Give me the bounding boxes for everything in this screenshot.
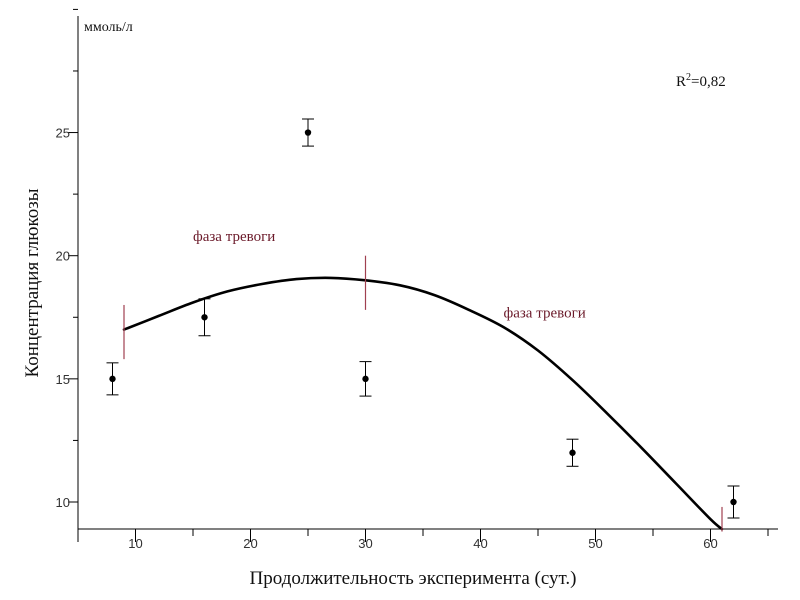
x-tick-label: 30 [358,536,372,551]
data-point [730,498,737,506]
data-point [362,375,369,383]
axis-ticks: 10 20 30 40 50 60 10 15 20 25 [56,8,769,551]
annotations: фаза тревоги фаза тревоги R2=0,82 [193,72,726,322]
phase-markers [123,255,723,532]
x-tick-label: 10 [128,536,142,551]
y-tick-label: 10 [56,495,70,510]
x-axis-title: Продолжительность эксперимента (сут.) [250,568,577,589]
x-tick-label: 50 [588,536,602,551]
y-tick-label: 25 [56,126,70,141]
data-point [109,375,116,383]
data-point [304,129,312,136]
data-point [569,449,576,456]
trend-curve [122,276,724,531]
data-points [106,118,740,519]
data-point-group [302,118,314,147]
phase-annotation: фаза тревоги [193,229,275,245]
r-squared-label: R2=0,82 [676,72,726,90]
data-point-group [727,485,740,519]
trend-curve-group [122,276,724,531]
data-point-group [198,298,211,337]
axes [77,16,778,542]
data-point-group [359,361,372,397]
chart-text: ммоль/л Продолжительность эксперимента (… [22,20,576,589]
x-tick-label: 60 [703,536,717,551]
phase-annotation: фаза тревоги [504,305,586,321]
data-point-group [566,438,579,467]
y-axis-title: Концентрация глюкозы [22,188,43,377]
data-point-group [106,362,119,396]
y-tick-label: 15 [56,372,70,387]
x-tick-label: 40 [473,536,487,551]
y-tick-label: 20 [56,249,70,264]
y-unit-label: ммоль/л [84,20,133,35]
data-point [201,314,208,321]
x-tick-label: 20 [243,536,257,551]
